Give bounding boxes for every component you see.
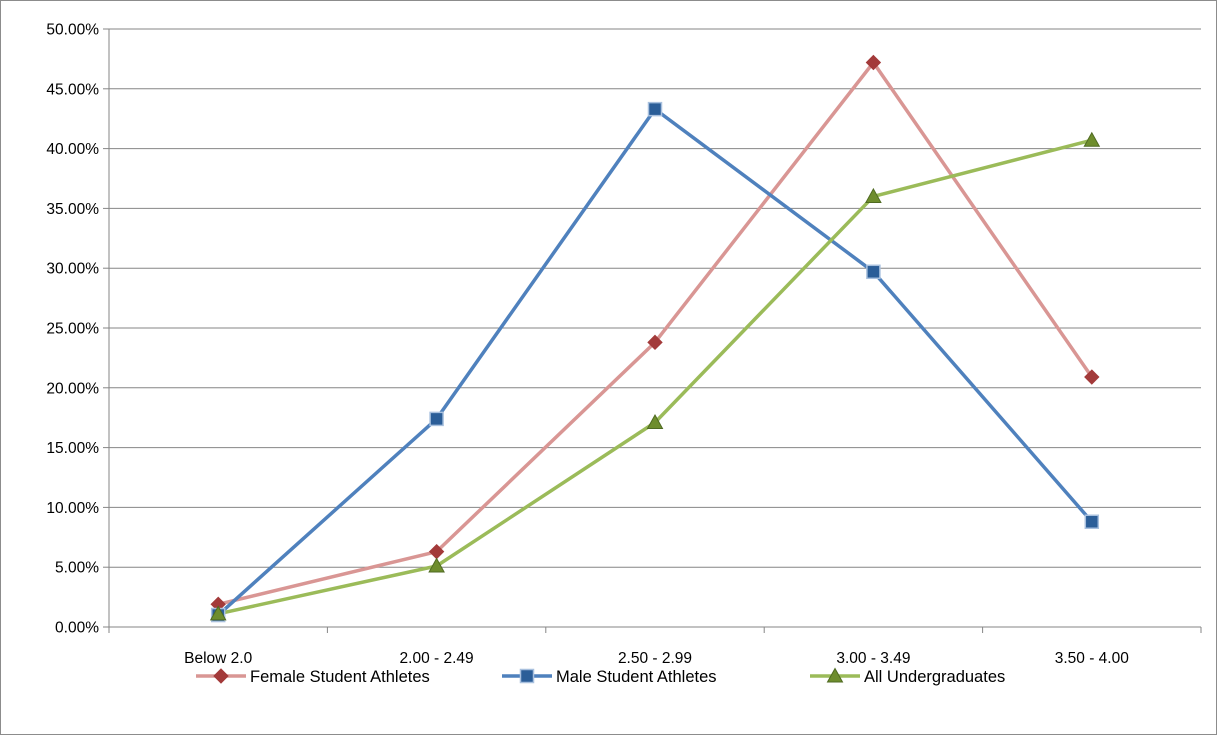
y-tick-label: 10.00% [46,500,99,517]
y-tick-label: 0.00% [55,620,99,637]
data-point-series-2 [429,411,444,427]
y-tick-label: 15.00% [46,440,99,457]
legend-marker-2 [519,668,535,684]
data-point-series-2 [647,101,663,117]
data-point-series-3 [428,557,445,573]
x-tick-label: 3.00 - 3.49 [836,650,910,667]
y-tick-label: 20.00% [46,380,99,397]
data-point-series-3 [865,187,882,203]
y-tick-label: 5.00% [55,560,99,577]
y-tick-label: 45.00% [46,81,99,98]
legend-label-3: All Undergraduates [864,668,1005,686]
axes [103,28,1202,633]
y-axis-tick-labels: 0.00% 5.00% 10.00% 15.00% 20.00% 25.00% 30.00%… [46,22,99,637]
x-tick-label: 3.50 - 4.00 [1055,650,1129,667]
series-markers [209,54,1101,623]
series-line-1 [216,60,1094,607]
data-point-series-2 [1084,514,1100,530]
data-point-series-3 [646,413,664,429]
y-tick-label: 25.00% [46,321,99,338]
legend: Female Student Athletes Male Student Athl… [196,667,1005,686]
data-point-series-1 [865,54,882,71]
y-tick-label: 40.00% [46,141,99,158]
data-point-series-1 [647,334,663,351]
data-point-series-2 [866,264,881,280]
x-tick-label: 2.00 - 2.49 [400,650,474,667]
series-line-2 [216,107,1094,617]
series-line-3 [216,138,1094,616]
gridlines [109,28,1201,568]
y-tick-label: 50.00% [46,22,99,39]
legend-label-1: Female Student Athletes [250,668,430,686]
data-point-series-3 [1083,131,1101,147]
x-tick-label: Below 2.0 [184,650,252,667]
data-point-series-3 [209,605,227,621]
legend-marker-1 [213,668,229,684]
x-axis-tick-labels: Below 2.0 2.00 - 2.49 2.50 - 2.99 3.00 - 3.… [184,650,1129,667]
y-tick-label: 35.00% [46,201,99,218]
y-tick-label: 30.00% [46,261,99,278]
x-tick-label: 2.50 - 2.99 [618,650,692,667]
legend-marker-3 [826,667,844,683]
legend-label-2: Male Student Athletes [556,668,717,686]
data-point-series-1 [1084,369,1100,385]
